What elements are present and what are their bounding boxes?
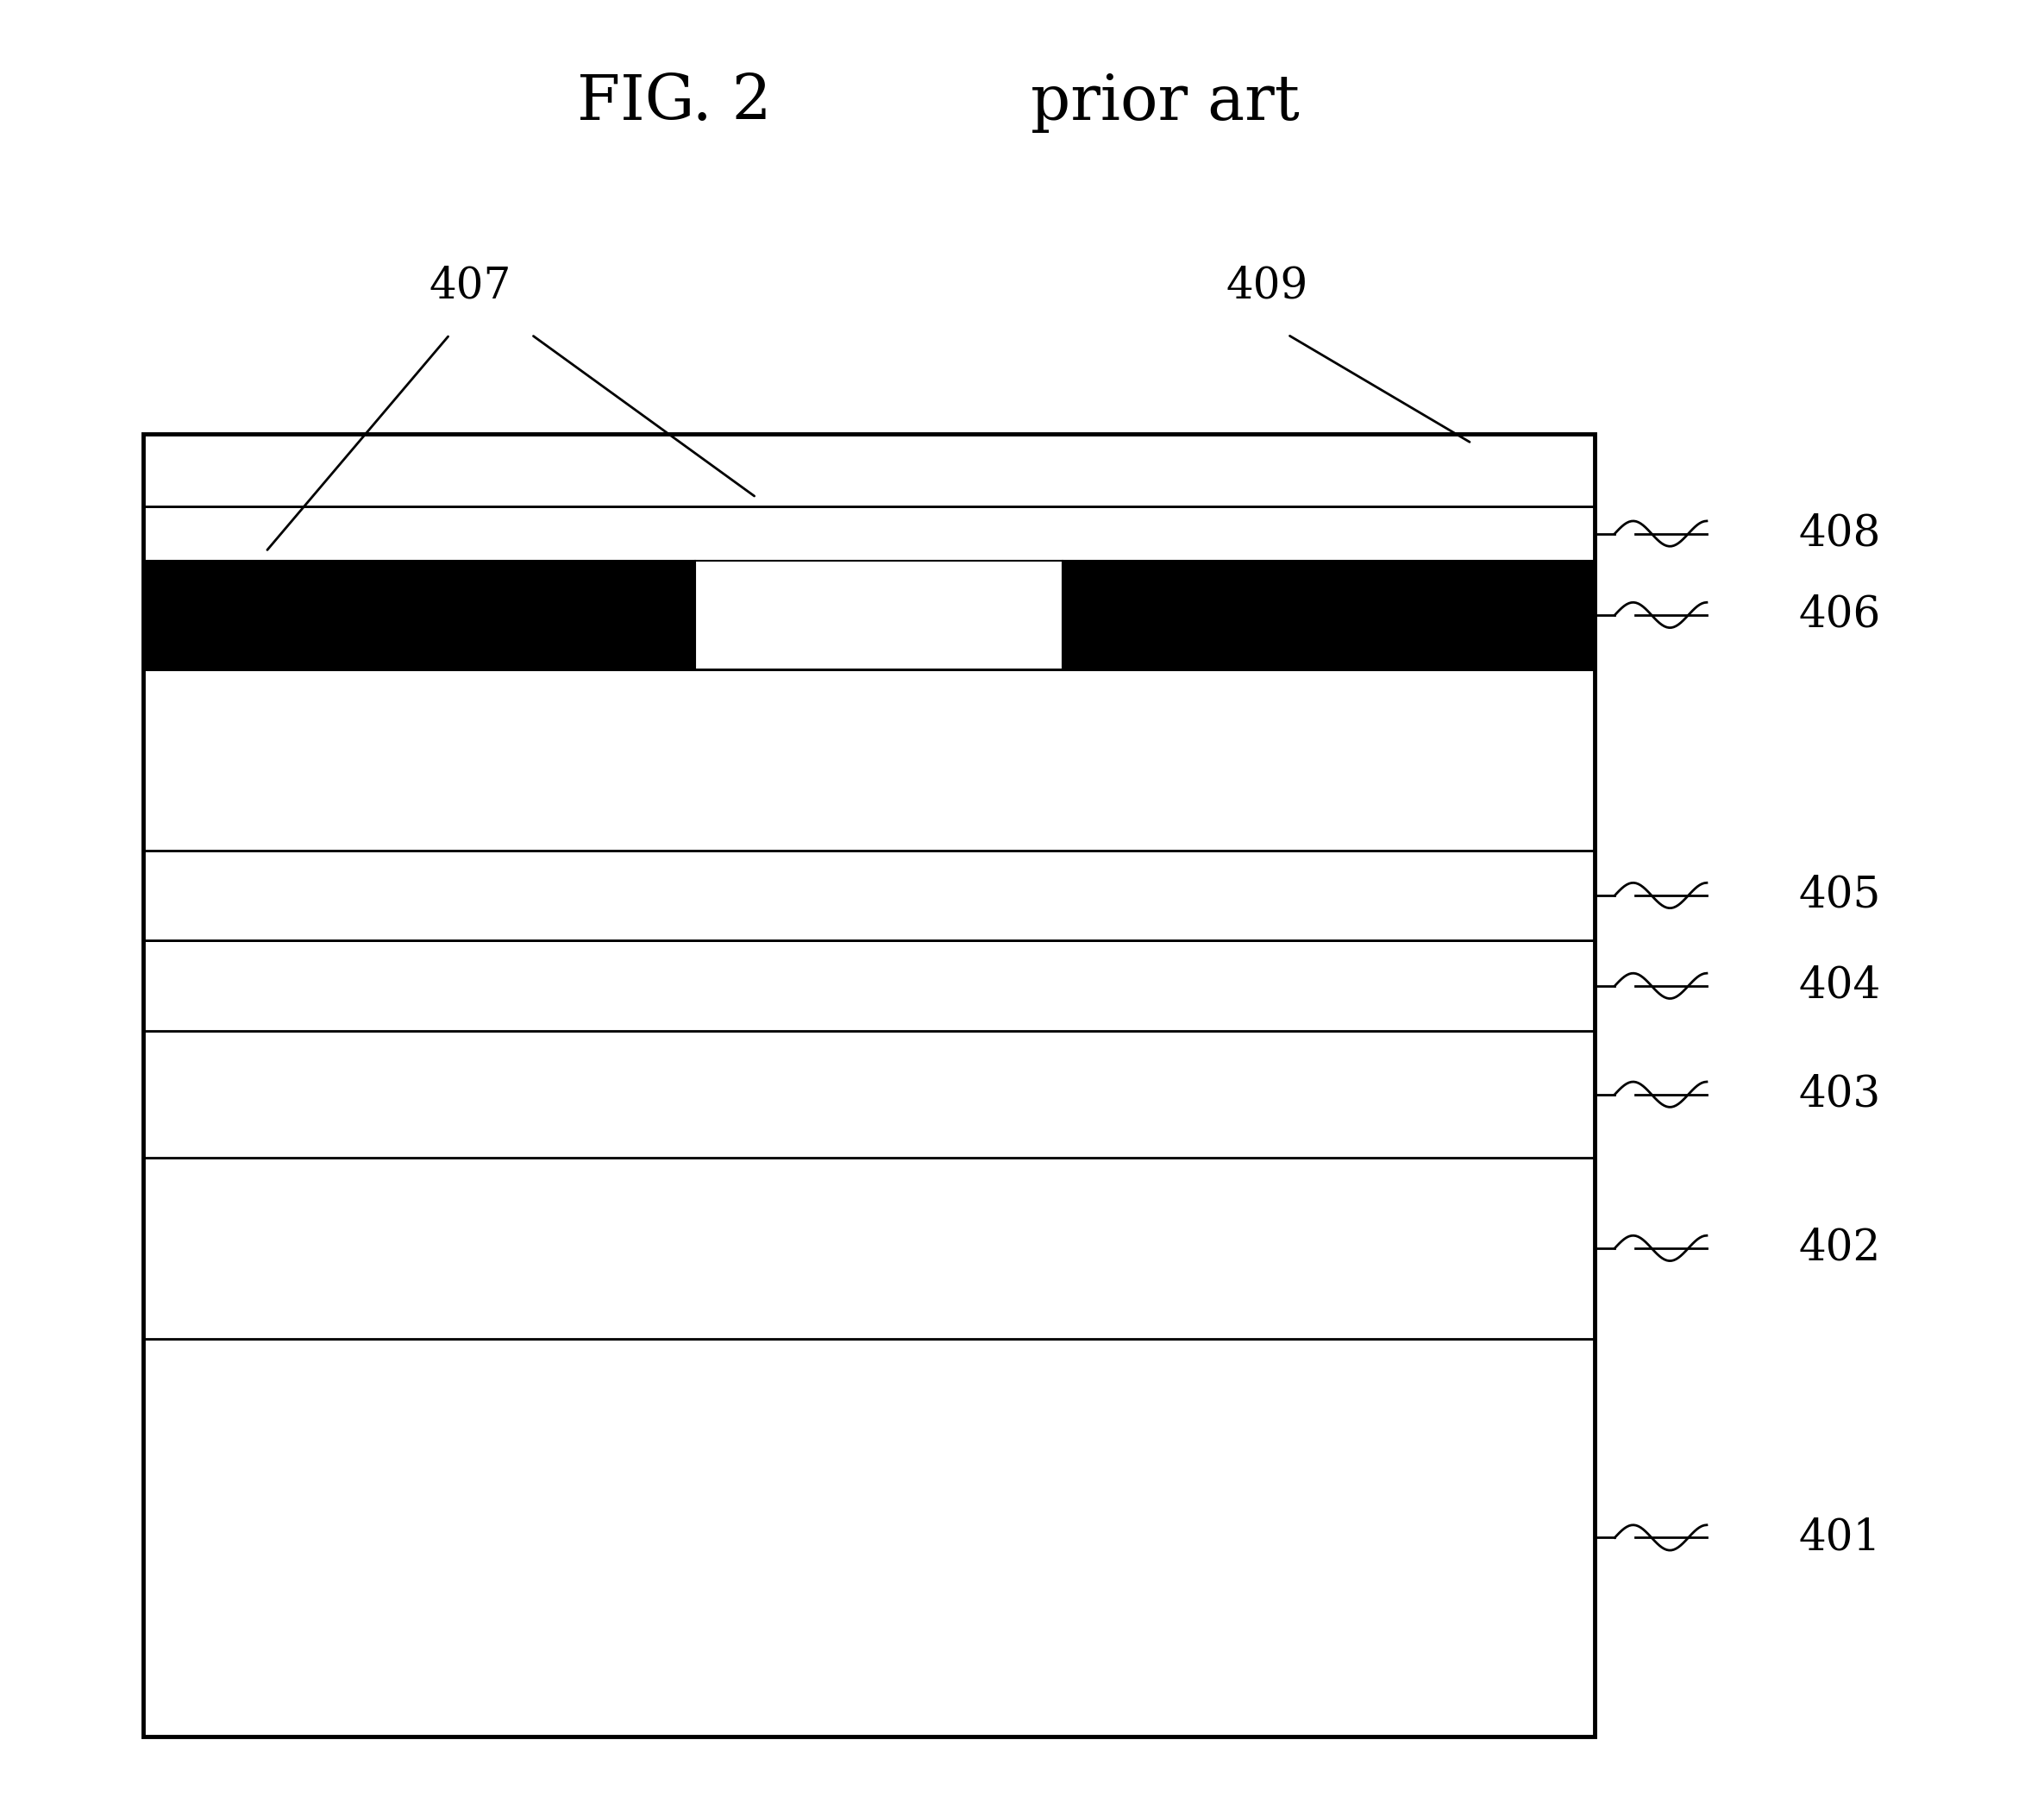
Bar: [143, 1158, 1594, 1339]
Text: 401: 401: [1799, 1516, 1880, 1559]
Bar: [143, 561, 695, 669]
Bar: [143, 941, 1594, 1031]
Text: 405: 405: [1799, 874, 1880, 917]
Text: 408: 408: [1799, 512, 1880, 555]
Bar: [143, 507, 1594, 561]
Bar: [143, 434, 1594, 1737]
Bar: [143, 561, 1594, 669]
Bar: [143, 669, 1594, 850]
Bar: [143, 850, 1594, 941]
Text: 402: 402: [1799, 1227, 1880, 1270]
Text: prior art: prior art: [1030, 72, 1300, 134]
Text: 404: 404: [1799, 964, 1880, 1008]
Text: 406: 406: [1799, 593, 1880, 637]
Text: 407: 407: [429, 264, 511, 308]
Text: FIG. 2: FIG. 2: [576, 72, 773, 134]
Bar: [143, 1031, 1594, 1158]
Bar: [143, 1339, 1594, 1737]
Text: 403: 403: [1799, 1073, 1880, 1116]
Bar: [1063, 561, 1594, 669]
Bar: [695, 561, 1063, 669]
Bar: [143, 434, 1594, 507]
Text: 409: 409: [1226, 264, 1308, 308]
